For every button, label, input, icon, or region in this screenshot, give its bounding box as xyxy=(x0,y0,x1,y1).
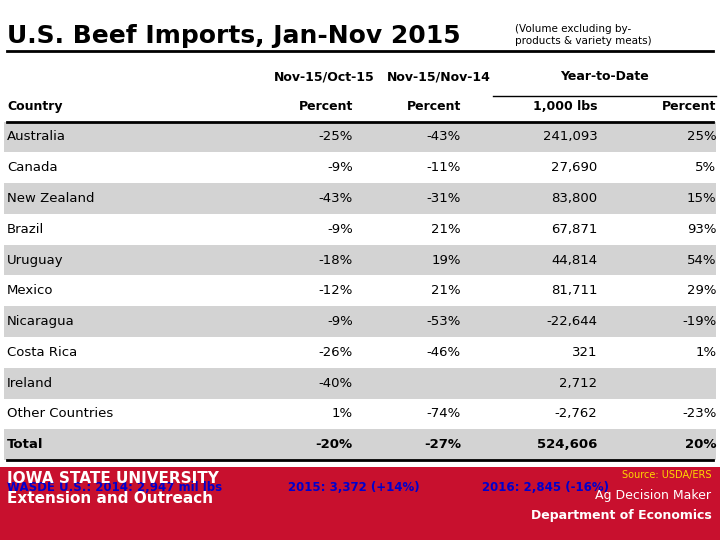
Text: 2,712: 2,712 xyxy=(559,376,598,390)
Text: -9%: -9% xyxy=(327,161,353,174)
Text: -43%: -43% xyxy=(426,130,461,144)
Text: New Zealand: New Zealand xyxy=(7,192,95,205)
FancyBboxPatch shape xyxy=(4,183,716,214)
Text: -11%: -11% xyxy=(426,161,461,174)
Text: Nov-15/Nov-14: Nov-15/Nov-14 xyxy=(387,70,491,83)
Text: 93%: 93% xyxy=(687,222,716,236)
Text: 44,814: 44,814 xyxy=(552,253,598,267)
FancyBboxPatch shape xyxy=(4,368,716,399)
Text: Canada: Canada xyxy=(7,161,58,174)
Text: -23%: -23% xyxy=(682,407,716,421)
Text: 21%: 21% xyxy=(431,284,461,298)
Text: -19%: -19% xyxy=(682,315,716,328)
Text: WASDE U.S.: 2014: 2,947 mil lbs: WASDE U.S.: 2014: 2,947 mil lbs xyxy=(7,481,222,494)
Text: -31%: -31% xyxy=(426,192,461,205)
Text: -46%: -46% xyxy=(427,346,461,359)
Text: Mexico: Mexico xyxy=(7,284,54,298)
Text: Costa Rica: Costa Rica xyxy=(7,346,78,359)
FancyBboxPatch shape xyxy=(4,122,716,152)
FancyBboxPatch shape xyxy=(0,467,720,540)
Text: 1%: 1% xyxy=(696,346,716,359)
Text: Nov-15/Oct-15: Nov-15/Oct-15 xyxy=(274,70,374,83)
Text: 2015: 3,372 (+14%): 2015: 3,372 (+14%) xyxy=(288,481,420,494)
Text: (Volume excluding by-
products & variety meats): (Volume excluding by- products & variety… xyxy=(515,24,652,46)
Text: 83,800: 83,800 xyxy=(552,192,598,205)
FancyBboxPatch shape xyxy=(4,306,716,337)
Text: 2016: 2,845 (-16%): 2016: 2,845 (-16%) xyxy=(482,481,609,494)
Text: 54%: 54% xyxy=(687,253,716,267)
Text: U.S. Beef Imports, Jan-Nov 2015: U.S. Beef Imports, Jan-Nov 2015 xyxy=(7,24,461,48)
Text: 25%: 25% xyxy=(687,130,716,144)
Text: 5%: 5% xyxy=(696,161,716,174)
Text: -40%: -40% xyxy=(319,376,353,390)
Text: Australia: Australia xyxy=(7,130,66,144)
Text: -20%: -20% xyxy=(315,438,353,451)
Text: 1%: 1% xyxy=(332,407,353,421)
Text: 19%: 19% xyxy=(431,253,461,267)
Text: 20%: 20% xyxy=(685,438,716,451)
Text: Brazil: Brazil xyxy=(7,222,45,236)
FancyBboxPatch shape xyxy=(4,399,716,429)
Text: -26%: -26% xyxy=(318,346,353,359)
Text: 1,000 lbs: 1,000 lbs xyxy=(533,100,598,113)
Text: Ireland: Ireland xyxy=(7,376,53,390)
Text: -22,644: -22,644 xyxy=(546,315,598,328)
Text: 29%: 29% xyxy=(687,284,716,298)
Text: -74%: -74% xyxy=(426,407,461,421)
Text: -25%: -25% xyxy=(318,130,353,144)
Text: -18%: -18% xyxy=(318,253,353,267)
Text: 15%: 15% xyxy=(687,192,716,205)
Text: Year-to-Date: Year-to-Date xyxy=(560,70,649,83)
Text: -9%: -9% xyxy=(327,222,353,236)
FancyBboxPatch shape xyxy=(4,275,716,306)
Text: -27%: -27% xyxy=(424,438,461,451)
Text: Total: Total xyxy=(7,438,44,451)
Text: 321: 321 xyxy=(572,346,598,359)
Text: -43%: -43% xyxy=(318,192,353,205)
Text: Percent: Percent xyxy=(662,100,716,113)
Text: -9%: -9% xyxy=(327,315,353,328)
Text: Source: USDA/ERS: Source: USDA/ERS xyxy=(622,470,711,480)
Text: Department of Economics: Department of Economics xyxy=(531,509,711,522)
Text: Percent: Percent xyxy=(406,100,461,113)
Text: -12%: -12% xyxy=(318,284,353,298)
Text: Nicaragua: Nicaragua xyxy=(7,315,75,328)
FancyBboxPatch shape xyxy=(4,245,716,275)
Text: 524,606: 524,606 xyxy=(537,438,598,451)
Text: Percent: Percent xyxy=(298,100,353,113)
Text: 241,093: 241,093 xyxy=(543,130,598,144)
Text: Country: Country xyxy=(7,100,63,113)
Text: Other Countries: Other Countries xyxy=(7,407,114,421)
Text: 67,871: 67,871 xyxy=(552,222,598,236)
FancyBboxPatch shape xyxy=(4,152,716,183)
Text: -53%: -53% xyxy=(426,315,461,328)
FancyBboxPatch shape xyxy=(4,214,716,245)
FancyBboxPatch shape xyxy=(4,337,716,368)
Text: Uruguay: Uruguay xyxy=(7,253,64,267)
Text: 81,711: 81,711 xyxy=(551,284,598,298)
Text: Ag Decision Maker: Ag Decision Maker xyxy=(595,489,711,502)
Text: IOWA STATE UNIVERSITY
Extension and Outreach: IOWA STATE UNIVERSITY Extension and Outr… xyxy=(7,471,219,506)
Text: -2,762: -2,762 xyxy=(555,407,598,421)
FancyBboxPatch shape xyxy=(4,429,716,460)
Text: 27,690: 27,690 xyxy=(552,161,598,174)
Text: 21%: 21% xyxy=(431,222,461,236)
